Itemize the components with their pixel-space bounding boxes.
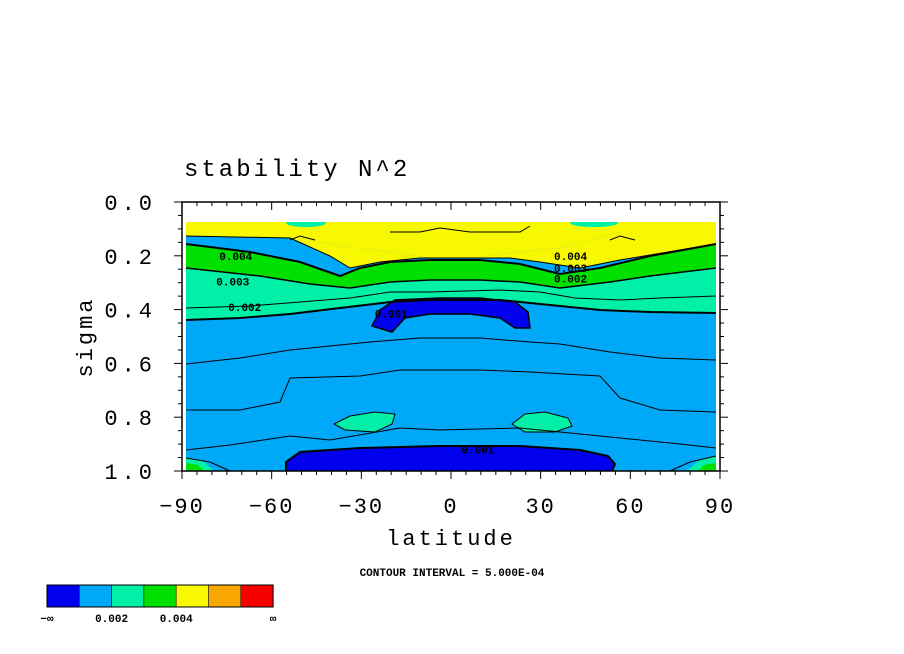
colorbar-swatch (46, 584, 80, 608)
y-tick-label: 1.0 (104, 461, 156, 486)
contour-field (182, 203, 720, 472)
colorbar-frame (46, 584, 274, 608)
fill-aqua-lower (186, 290, 716, 320)
colorbar-swatch (175, 584, 209, 608)
svg-text:0.004: 0.004 (219, 252, 252, 264)
svg-text:0.003: 0.003 (554, 264, 587, 276)
fill-corner-left-inner (186, 463, 204, 471)
contour-interval-note: CONTOUR INTERVAL = 5.000E-04 (360, 568, 545, 580)
svg-text:0.002: 0.002 (554, 275, 587, 287)
svg-text:0.001: 0.001 (375, 310, 408, 322)
x-tick-label: 90 (705, 495, 735, 520)
svg-text:0.003: 0.003 (216, 277, 249, 289)
colorbar-label: −∞ (40, 614, 54, 626)
contour-label: 0.002 (554, 275, 587, 287)
colorbar: −∞ 0.002 0.004 ∞ (40, 584, 277, 626)
colorbar-swatch (79, 584, 112, 608)
colorbar-label: ∞ (270, 614, 277, 626)
chart-title: stability N^2 (184, 157, 410, 184)
colorbar-swatch (143, 584, 177, 608)
fill-yellow-band (186, 232, 716, 268)
fill-blue-bottom (286, 446, 615, 471)
x-tick-label: −30 (339, 495, 385, 520)
svg-text:0.001: 0.001 (461, 445, 494, 457)
fill-corner-right-inner (698, 463, 716, 471)
x-tick-label: −90 (159, 495, 205, 520)
x-tick-label: −60 (249, 495, 295, 520)
y-tick-label: 0.2 (104, 246, 156, 271)
axes: −90 −60 −30 0 30 60 90 0.0 0.2 0.4 0.6 0.8 1.0 (104, 192, 735, 520)
y-axis-label: sigma (74, 296, 99, 377)
svg-text:0.004: 0.004 (554, 252, 587, 264)
contour-lines (185, 225, 717, 472)
y-tick-label: 0.6 (104, 353, 156, 378)
colorbar-label: 0.004 (160, 614, 193, 626)
svg-text:0.002: 0.002 (228, 303, 261, 315)
fill-aqua-lobe-left (334, 412, 395, 432)
contour-label: 0.001 (461, 445, 494, 457)
fill-blue-mid (372, 298, 530, 332)
fill-yellow-top (186, 222, 716, 258)
colorbar-swatch (240, 584, 274, 608)
x-tick-label: 30 (525, 495, 555, 520)
fill-green (186, 244, 716, 288)
y-tick-label: 0.0 (104, 192, 156, 217)
y-tick-label: 0.8 (104, 407, 156, 432)
fill-aqua-lobe-right (512, 412, 572, 432)
x-axis-label: latitude (386, 527, 516, 552)
contour-label: 0.001 (375, 310, 408, 322)
contour-label: 0.002 (228, 303, 261, 315)
top-white-band (182, 203, 720, 222)
x-tick-label: 60 (615, 495, 645, 520)
y-tick-label: 0.4 (104, 300, 156, 325)
contour-label: 0.004 (554, 252, 587, 264)
contour-label: 0.003 (554, 264, 587, 276)
colorbar-swatch (111, 584, 145, 608)
x-tick-label: 0 (443, 495, 458, 520)
colorbar-label: 0.002 (95, 614, 128, 626)
contour-label: 0.004 (219, 252, 252, 264)
contour-label: 0.003 (216, 277, 249, 289)
colorbar-swatch (208, 584, 242, 608)
